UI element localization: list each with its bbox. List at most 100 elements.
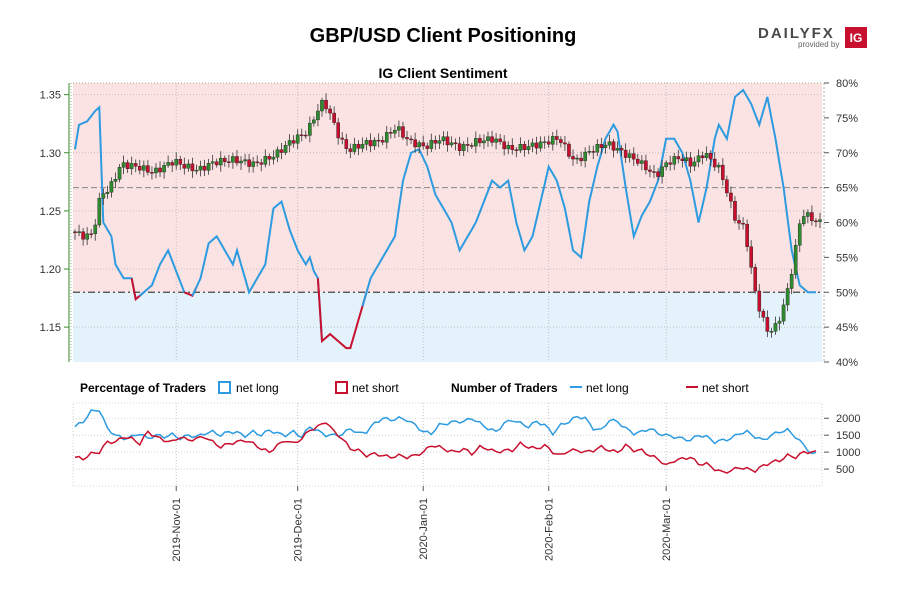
candle-body [777,320,782,324]
candle-body [401,126,405,138]
price-candle [721,158,725,186]
candle-body [316,110,320,121]
count-tick-label: 500 [836,464,854,476]
x-tick-label: 2020-Jan-01 [418,498,430,560]
count-tick-label: 2000 [836,413,860,425]
legend-percentage-header: Percentage of Traders [80,381,206,395]
candle-body [150,172,154,174]
price-candle [498,134,502,145]
candle-body [757,290,762,312]
candle-body [469,145,474,147]
candle-body [85,233,89,240]
price-candle [563,135,567,151]
price-candle [251,156,255,173]
price-candle [684,151,689,164]
price-candle [567,141,571,159]
price-candle [417,140,421,154]
legend-number-header: Number of Traders [451,381,558,395]
candle-body [356,143,361,149]
price-tick-label: 1.15 [40,322,61,334]
candle-body [611,141,616,151]
ig-logo-box [845,27,867,48]
price-candle [546,135,551,148]
price-candle [308,116,312,143]
price-candle [680,154,685,168]
candle-body [583,151,587,162]
candle-body [814,220,818,223]
price-candle [433,135,438,150]
candle-body [174,159,179,166]
pct-net-long-line [139,248,189,297]
price-candle [425,142,430,156]
price-candle [615,141,620,154]
candle-body [364,140,369,145]
candle-body [802,216,806,224]
candle-body [591,151,596,153]
price-candle [599,137,604,154]
price-candle [745,219,749,252]
candle-body [631,153,636,160]
candle-body [486,136,490,142]
price-candle [421,135,426,150]
price-candle [93,218,98,241]
price-candle [316,104,320,127]
price-candle [397,120,401,138]
candle-body [607,141,612,146]
price-candle [441,131,446,146]
candle-body [235,156,239,164]
candle-body [295,134,300,144]
price-candle [332,106,336,126]
price-candle [133,159,138,173]
count-tick-label: 1500 [836,430,860,442]
candle-body [627,153,632,158]
price-candle [77,224,81,237]
price-candle [461,141,466,157]
candle-body [737,220,741,224]
price-candle [162,161,166,179]
price-candle [490,130,494,147]
candle-body [332,112,336,123]
price-candle [648,165,652,178]
candle-body [255,161,260,164]
candle-body [534,142,539,149]
candle-body [384,132,389,143]
price-candle [81,228,85,246]
price-candle [174,152,179,170]
price-candle [587,145,592,156]
candle-body [328,108,332,114]
candle-body [729,192,733,202]
price-candle [737,214,741,230]
chart-subtitle: IG Client Sentiment [378,65,507,81]
price-candle [814,218,818,227]
price-candle [194,164,199,175]
candle-body [785,288,790,306]
count-net-short-line [74,422,817,474]
candle-body [97,198,102,226]
candle-body [291,140,296,144]
candle-body [579,157,583,162]
price-candle [320,97,324,117]
candle-body [101,193,106,199]
price-candle [372,137,377,151]
candle-body [465,144,470,146]
candle-body [93,224,98,235]
candle-body [530,142,535,147]
candle-body [397,126,401,131]
candle-body [449,142,454,146]
candle-body [89,233,93,235]
price-candle [575,154,579,164]
price-candle [214,158,219,168]
candle-body [563,142,567,145]
candle-body [218,157,223,166]
brand-name: DAILYFX [758,25,835,42]
percent-tick-label: 55% [836,252,858,264]
percent-tick-label: 45% [836,322,858,334]
price-candle [781,298,786,325]
candle-body [275,149,280,158]
price-candle [129,156,134,175]
candle-body [656,171,660,177]
price-candle [109,177,114,198]
x-tick-label: 2019-Nov-01 [171,498,183,562]
price-candle [777,316,782,331]
